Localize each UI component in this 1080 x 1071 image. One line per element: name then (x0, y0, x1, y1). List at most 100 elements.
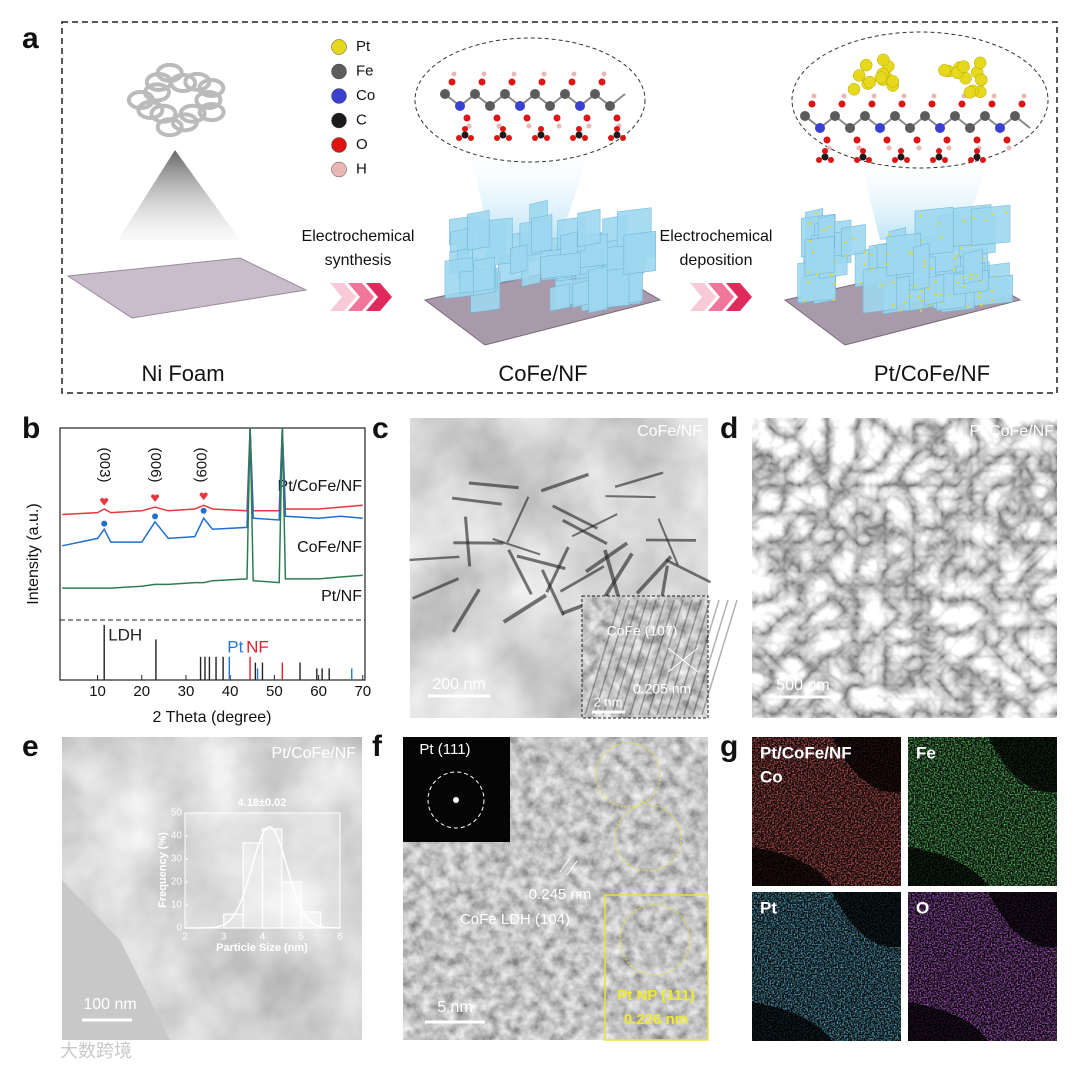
lattice-fringe (620, 599, 657, 716)
oxygen (943, 136, 951, 144)
lattice-fringe (611, 599, 648, 716)
pt-dot (957, 253, 960, 257)
step-label: deposition (680, 252, 753, 269)
element-label: Fe (916, 743, 936, 762)
nanosheet-edge (409, 555, 460, 562)
pt-atom (852, 69, 866, 82)
legend-label: C (356, 111, 367, 128)
x-tick-label: 50 (266, 683, 283, 700)
legend-label: Fe (356, 62, 374, 79)
oxygen (456, 135, 462, 141)
carbon (935, 153, 943, 161)
panel-a-frame (61, 21, 1058, 394)
legend-label: H (356, 160, 367, 177)
x-axis-label: Particle Size (nm) (216, 942, 308, 954)
nanosheet (588, 265, 608, 314)
pt-dot (991, 298, 994, 301)
y-tick-label: 30 (171, 854, 183, 865)
inset-label: Pt (111) (419, 741, 470, 758)
x-tick-label: 40 (222, 683, 239, 700)
pt-dot (962, 219, 965, 222)
polyhedron-ring (149, 103, 178, 124)
oxygen (523, 114, 531, 122)
hydrogen (871, 93, 877, 99)
histogram-bar (261, 828, 283, 929)
nanosheet-edge (603, 549, 621, 599)
atom-swatch (331, 112, 347, 129)
nanosheet-edge (552, 504, 598, 530)
metal (965, 123, 975, 133)
lattice-fringe (665, 599, 702, 716)
lattice-fringe (692, 599, 729, 716)
nanosheet-edge (605, 495, 656, 499)
pt-dot (939, 293, 943, 296)
element-label: O (916, 898, 929, 917)
pt-dot (863, 263, 867, 266)
pt-dot (984, 218, 987, 222)
y-axis-label: Frequency (%) (157, 832, 169, 908)
metal (575, 101, 585, 111)
oxygen (936, 148, 942, 154)
nanosheet-edge (635, 555, 673, 595)
oxygen (462, 126, 468, 132)
hydrogen (811, 93, 817, 99)
nanosheet (449, 227, 468, 253)
oxygen (553, 114, 561, 122)
hydrogen (541, 71, 547, 77)
step-label: synthesis (325, 252, 392, 269)
plane-label: CoFe LDH (104) (460, 911, 570, 928)
nanosheet (467, 209, 490, 251)
metal (845, 123, 855, 133)
nanosheet-edge (451, 496, 502, 506)
arrow (726, 283, 752, 311)
spacing-label: 0.245 nm (529, 886, 592, 903)
carbon (821, 153, 829, 161)
watermark: 大数跨境 (60, 1041, 132, 1061)
atom-swatch (331, 88, 347, 104)
y-tick-label: 50 (171, 808, 183, 819)
oxygen (576, 126, 582, 132)
metal (995, 123, 1005, 133)
peak-label: (003) (96, 447, 113, 482)
hydrogen (1006, 145, 1012, 151)
atom-swatch (331, 161, 347, 178)
oxygen (500, 126, 506, 132)
peak-marker (101, 520, 108, 527)
histogram-title: 4.18±0.02 (238, 797, 287, 809)
metal (875, 123, 885, 133)
fft-ring (427, 771, 485, 829)
sample-label: CoFe/NF (637, 423, 702, 440)
metal (440, 89, 450, 99)
pt-dot (962, 285, 965, 288)
void (752, 737, 901, 886)
nanosheet-edge (506, 496, 530, 543)
pt-dot (919, 309, 923, 312)
metal (800, 111, 810, 121)
panel-label: a (22, 22, 39, 55)
oxygen (1003, 136, 1011, 144)
nanosheet (962, 249, 983, 285)
series-label: Pt/CoFe/NF (278, 478, 363, 495)
arrow (330, 283, 356, 311)
histogram-bar (281, 881, 302, 929)
measure (559, 857, 571, 873)
hydrogen (556, 123, 562, 129)
oxygen (868, 100, 876, 108)
material-label: CoFe/NF (498, 361, 587, 386)
hydrogen (991, 93, 997, 99)
x-tick-label: 70 (354, 683, 371, 700)
hydrogen (886, 145, 892, 151)
element-label: Co (760, 767, 783, 786)
nanosheet-edge (540, 569, 565, 616)
nanosheet (914, 206, 954, 257)
nanosheet (473, 256, 495, 293)
nanosheet-edge (502, 593, 547, 624)
oxygen (822, 148, 828, 154)
pt-dot (832, 298, 835, 302)
nanosheet-edge (451, 588, 481, 633)
nanosheet (913, 242, 930, 292)
pt-dot (806, 281, 810, 284)
pt-dot (899, 309, 902, 312)
nanosheet-edge (492, 537, 541, 556)
pt-dot (845, 254, 848, 257)
